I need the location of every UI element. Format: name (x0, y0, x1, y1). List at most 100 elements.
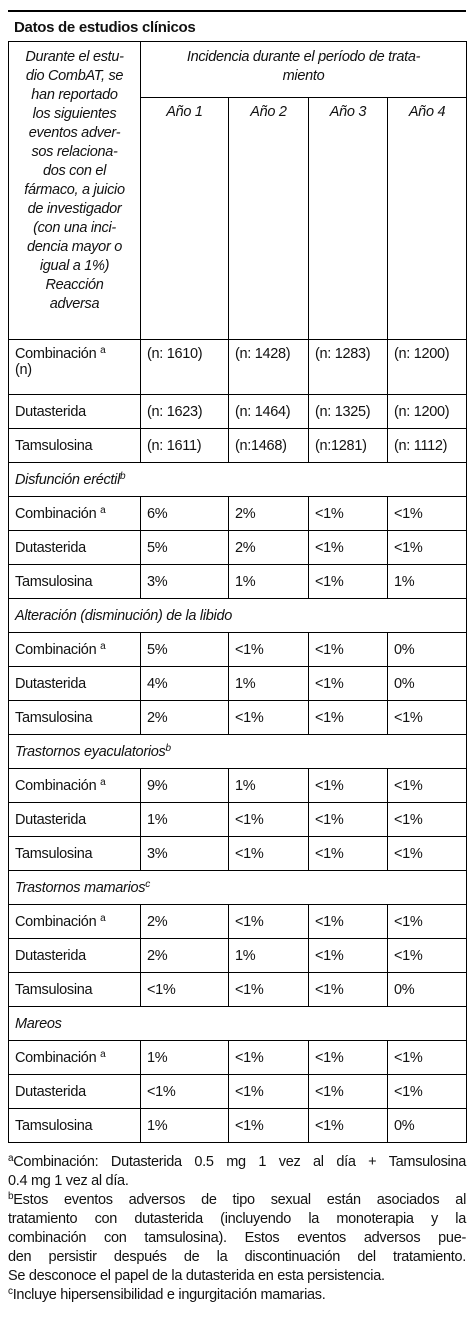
corner-line: dencia mayor o (27, 239, 122, 255)
cell-value: <1% (394, 811, 423, 828)
label-line: Combinación a (15, 777, 140, 794)
header-row: Durante el estu-dio CombAT, se han report… (8, 41, 468, 340)
row-label: Dutasterida (8, 938, 141, 973)
value-cell: 2% (228, 530, 309, 565)
value-cell: <1% (140, 1074, 229, 1109)
value-cell: <1% (386, 700, 468, 735)
corner-line: eventos adver- (28, 125, 121, 141)
row-label: Dutasterida (8, 1074, 141, 1109)
value-cell: 1% (140, 1040, 229, 1075)
cell-value: <1% (235, 1083, 264, 1100)
corner-line: igual a 1%) (39, 258, 110, 274)
cell-value: <1% (315, 777, 344, 794)
label-line: Combinación a (15, 345, 140, 363)
data-table: Durante el estu-dio CombAT, se han report… (7, 41, 468, 1143)
data-row: Tamsulosina 2% <1% <1% <1% (8, 700, 468, 735)
cell-value: <1% (394, 845, 423, 862)
cell-value: <1% (315, 1049, 344, 1066)
cell-value: 0% (394, 981, 415, 998)
cell-value: 9% (147, 777, 168, 794)
cell-value: 0% (394, 675, 415, 692)
value-cell: 4% (140, 666, 229, 701)
cell-value: <1% (235, 845, 264, 862)
count-row: Dutasterida (n: 1623) (n: 1464) (n: 1325) (n… (8, 394, 468, 429)
label-line: Combinación a (15, 1049, 140, 1066)
cell-value: <1% (235, 811, 264, 828)
data-row: Combinación a 9% 1% <1% <1% (8, 768, 468, 803)
count-cell: (n: 1200) (386, 339, 468, 395)
label-line: Dutasterida (15, 404, 140, 420)
cell-value: 1% (235, 947, 256, 964)
count-value: (n: 1200) (394, 346, 450, 362)
value-cell: <1% (386, 836, 468, 871)
section-text: Trastornos eyaculatorios (15, 743, 166, 760)
label-text: Tamsulosina (15, 1117, 93, 1134)
data-row: Tamsulosina <1% <1% <1% 0% (8, 972, 468, 1007)
cell-value: <1% (315, 981, 344, 998)
value-cell: <1% (308, 972, 388, 1007)
corner-line: Reacción (45, 277, 104, 293)
label-line: Dutasterida (15, 676, 140, 692)
footnote-text: combinación con tamsulosina). Estos even… (8, 1230, 466, 1246)
cell-value: <1% (315, 675, 344, 692)
section-row: Disfunción eréctilb (7, 462, 468, 497)
footnote-line: 0.4 mg 1 vez al día. (8, 1172, 466, 1191)
cell-value: 4% (147, 675, 168, 692)
count-value: (n:1468) (235, 437, 287, 454)
cell-value: <1% (315, 913, 344, 930)
value-cell: 1% (228, 666, 309, 701)
corner-line: sos relaciona- (31, 144, 118, 160)
group-header-line: Incidencia durante el período de trata- (186, 49, 421, 65)
value-cell: <1% (308, 632, 388, 667)
value-cell: <1% (308, 1074, 388, 1109)
count-cell: (n: 1611) (140, 428, 229, 463)
cell-value: <1% (394, 709, 423, 726)
year-label: Año 1 (166, 104, 203, 120)
corner-line: Durante el estu- (25, 49, 124, 65)
document: Datos de estudios clínicos Durante el es… (7, 10, 468, 1305)
count-cell: (n: 1623) (140, 394, 229, 429)
cell-value: <1% (394, 777, 423, 794)
row-label: Combinación a (8, 632, 141, 667)
superscript: c (145, 878, 150, 890)
count-value: (n: 1428) (235, 346, 291, 362)
cell-value: <1% (315, 709, 344, 726)
row-label: Tamsulosina (8, 700, 141, 735)
cell-value: 1% (235, 777, 256, 794)
value-cell: <1% (386, 496, 468, 531)
count-cell: (n: 1112) (386, 428, 468, 463)
label-line: Dutasterida (15, 540, 140, 556)
year-label: Año 3 (329, 104, 367, 120)
value-cell: <1% (228, 632, 309, 667)
section-text: Trastornos mamarios (15, 879, 146, 896)
cell-value: <1% (315, 947, 344, 964)
count-value: (n: 1623) (147, 403, 203, 420)
corner-line: dos con el (42, 163, 107, 179)
label-line: Tamsulosina (15, 710, 140, 726)
value-cell: <1% (386, 904, 468, 939)
corner-line: adversa (49, 296, 100, 312)
value-cell: <1% (386, 1074, 468, 1109)
value-cell: <1% (308, 530, 388, 565)
cell-value: <1% (235, 709, 264, 726)
cell-value: <1% (147, 981, 176, 998)
cell-value: 1% (235, 573, 256, 590)
value-cell: <1% (308, 768, 388, 803)
cell-value: <1% (315, 811, 344, 828)
superscript: a (100, 345, 106, 356)
label-line: Tamsulosina (15, 846, 140, 862)
footnote-line: bEstos eventos adversos de tipo sexual e… (8, 1191, 466, 1210)
value-cell: 1% (386, 564, 468, 599)
label-text: Tamsulosina (15, 437, 93, 454)
count-cell: (n: 1283) (308, 339, 388, 395)
value-cell: 3% (140, 564, 229, 599)
corner-line: fármaco, a juicio (24, 182, 125, 198)
value-cell: 0% (386, 666, 468, 701)
label-text: Dutasterida (15, 947, 86, 964)
cell-value: <1% (315, 845, 344, 862)
value-cell: 5% (140, 632, 229, 667)
footnote-line: combinación con tamsulosina). Estos even… (8, 1229, 466, 1248)
value-cell: <1% (308, 496, 388, 531)
superscript: b (165, 742, 172, 754)
